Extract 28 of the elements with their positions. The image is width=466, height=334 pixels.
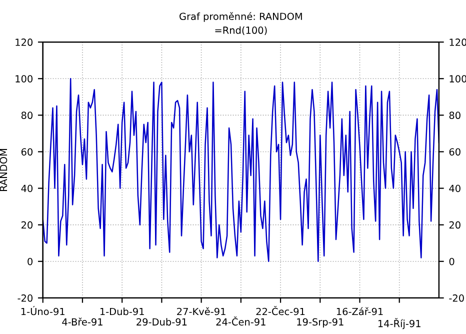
y2-tick-label: 20	[449, 221, 460, 229]
y-axis-title: RANDOM	[0, 149, 8, 191]
x-tick-label: 1-Úno-91	[21, 306, 64, 316]
y-tick-label: -20	[18, 294, 33, 302]
y2-tick-label: 0	[449, 258, 454, 266]
x-tick-label: 4-Bře-91	[62, 318, 102, 326]
x-tick-label: 19-Srp-91	[297, 318, 344, 328]
x-tick-label: 16-Zář-91	[336, 307, 383, 316]
y-tick-label: 20	[21, 221, 33, 229]
y-tick-label: 100	[16, 75, 33, 82]
y2-tick-label: 60	[449, 148, 460, 156]
y-tick-label: 120	[16, 38, 33, 46]
chart-subtitle: =Rnd(100)	[215, 26, 267, 36]
x-tick-label: 27-Kvě-91	[177, 307, 226, 316]
y-tick-label: 0	[28, 258, 33, 266]
x-tick-label: 22-Čec-91	[256, 306, 305, 316]
x-tick-label: 24-Čen-91	[216, 316, 266, 326]
y-tick-label: 60	[21, 148, 33, 156]
x-tick-label: 14-Říj-91	[378, 318, 420, 330]
y-tick-label: 80	[21, 112, 33, 120]
chart-title: Graf proměnné: RANDOM	[180, 12, 302, 22]
x-tick-label: 1-Dub-91	[100, 308, 144, 316]
x-tick-label: 29-Dub-91	[136, 318, 187, 326]
y2-tick-label: -20	[449, 294, 464, 302]
line-series	[42, 78, 439, 262]
y-tick-label: 40	[21, 184, 33, 192]
y2-tick-label: 80	[449, 112, 460, 120]
y2-tick-label: 40	[449, 184, 460, 192]
